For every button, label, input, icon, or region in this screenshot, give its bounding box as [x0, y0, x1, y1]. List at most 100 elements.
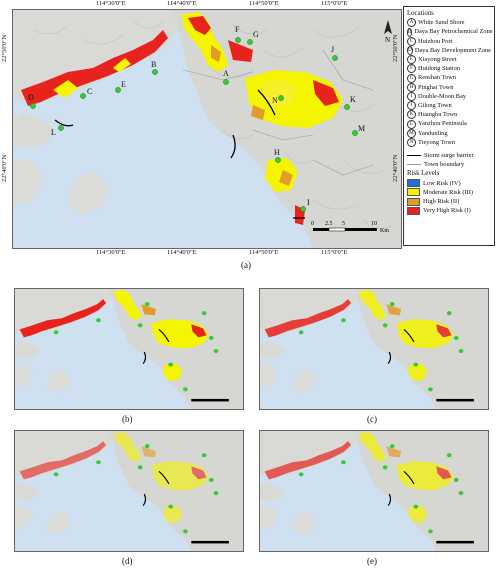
bottom-tick-2: 114°40'0"E	[167, 249, 197, 256]
bottom-tick-3: 114°50'0"E	[249, 249, 279, 256]
legend-risk-item: Very High Risk (I)	[407, 206, 491, 215]
point-label-j: J	[331, 45, 334, 54]
location-name: Yandunling	[418, 129, 448, 137]
location-dot-c	[80, 93, 86, 99]
location-dot-k	[344, 104, 350, 110]
point-label-d: D	[28, 93, 34, 102]
bottom-tick-1: 114°30'0"E	[96, 249, 126, 256]
location-name: Xiayong Street	[418, 56, 457, 64]
top-tick-3: 114°50'0"E	[249, 0, 279, 7]
legend-risks: Low Risk (IV) Moderate Risk (III) High Ris…	[407, 179, 491, 216]
small-map-caption: (d)	[122, 556, 133, 566]
small-map	[14, 430, 244, 552]
risk-name: Very High Risk (I)	[423, 207, 471, 215]
location-code-badge: H	[407, 82, 416, 92]
point-label-e: E	[121, 80, 126, 89]
location-code-badge: A	[407, 18, 416, 28]
line-name: Storm surge barrier	[424, 152, 474, 160]
legend-location-item: E Xiayong Street	[407, 55, 491, 65]
point-label-b: B	[151, 60, 156, 69]
location-dot-h	[275, 157, 281, 163]
legend-location-item: I Double-Moon Bay	[407, 91, 491, 101]
svg-text:N: N	[385, 36, 390, 44]
left-tick-2: 22°40'0"N	[1, 154, 8, 182]
point-label-n: N	[272, 96, 278, 105]
point-label-h: H	[274, 148, 280, 157]
risk-swatch	[407, 197, 420, 206]
location-name: Huangbu Town	[418, 111, 458, 119]
location-name: Pinghai Town	[418, 83, 454, 91]
small-map-caption: (b)	[122, 414, 133, 424]
point-label-f: F	[235, 25, 240, 34]
location-name: Huidong Station	[418, 65, 461, 73]
location-code-badge: E	[407, 55, 416, 65]
location-dot-a	[223, 79, 229, 85]
point-label-l: L	[51, 128, 56, 137]
small-map-caption: (e)	[367, 556, 377, 566]
legend-line-item: Storm surge barrier	[407, 151, 491, 160]
line-swatch	[407, 164, 421, 166]
legend-location-item: H Pinghai Town	[407, 82, 491, 92]
legend-lines: Storm surge barrier Town boundary	[407, 151, 491, 169]
line-name: Town boundary	[424, 161, 465, 169]
risk-name: Low Risk (IV)	[423, 179, 461, 187]
right-tick-1: 22°50'0"N	[392, 34, 399, 62]
risk-swatch	[407, 179, 420, 188]
legend-location-item: A White Sand Shore	[407, 18, 491, 28]
location-dot-f	[235, 37, 241, 43]
legend-location-item: N Tieyong Town	[407, 137, 491, 147]
legend-risk-item: Moderate Risk (III)	[407, 188, 491, 197]
legend-location-item: F Huidong Station	[407, 64, 491, 74]
location-code-badge: B	[407, 27, 413, 37]
legend-location-item: B Daya Bay Petrochemical Zone	[407, 27, 493, 37]
legend-risk-title: Risk Levels	[407, 170, 440, 178]
point-label-c: C	[87, 87, 92, 96]
legend: Locations A White Sand Shore B Daya Bay Pet…	[403, 6, 495, 246]
top-tick-4: 115°0'0"E	[321, 0, 348, 7]
legend-risk-item: High Risk (II)	[407, 197, 491, 206]
legend-location-item: D Daya Bay Development Zone	[407, 45, 491, 55]
location-code-badge: F	[407, 64, 416, 74]
point-label-m: M	[358, 124, 365, 133]
location-code-badge: L	[407, 119, 416, 129]
svg-text:Km: Km	[380, 228, 389, 234]
location-code-badge: D	[407, 45, 413, 55]
location-dot-j	[332, 55, 338, 61]
bottom-tick-4: 115°0'0"E	[321, 249, 348, 256]
legend-line-item: Town boundary	[407, 160, 491, 169]
location-name: Tieyong Town	[418, 138, 456, 146]
point-label-a: A	[223, 69, 229, 78]
location-dot-m	[352, 130, 358, 136]
right-tick-2: 22°40'0"N	[392, 154, 399, 182]
risk-name: Moderate Risk (III)	[423, 188, 474, 196]
caption-a: (a)	[241, 260, 251, 270]
point-label-i: I	[307, 198, 310, 207]
location-dot-l	[58, 125, 64, 131]
legend-locations: A White Sand Shore B Daya Bay Petrochemical…	[407, 18, 493, 147]
location-name: Daya Bay Petrochemical Zone	[414, 28, 493, 36]
location-dot-n	[278, 95, 284, 101]
location-dot-d	[30, 103, 36, 109]
location-name: Gilong Town	[418, 102, 452, 110]
left-tick-1: 22°50'0"N	[1, 34, 8, 62]
small-map	[14, 288, 244, 410]
location-dot-b	[152, 69, 158, 75]
legend-location-item: G Renshan Town	[407, 73, 491, 83]
location-code-badge: K	[407, 110, 416, 120]
legend-location-item: J Gilong Town	[407, 101, 491, 111]
location-dot-i	[300, 206, 306, 212]
point-label-g: G	[253, 30, 259, 39]
svg-text:10: 10	[371, 221, 377, 227]
location-code-badge: C	[407, 36, 416, 46]
location-name: Renshan Town	[418, 74, 456, 82]
risk-name: High Risk (II)	[423, 198, 460, 206]
small-map	[259, 288, 489, 410]
main-map: A B C D E F G H I J K L M N N	[12, 9, 402, 249]
line-swatch	[407, 155, 421, 157]
top-tick-2: 114°40'0"E	[167, 0, 197, 7]
location-code-badge: N	[407, 137, 416, 147]
point-label-k: K	[350, 95, 356, 104]
location-name: Huizhou Port	[418, 37, 453, 45]
location-name: Yanzhou Peninsula	[418, 120, 467, 128]
location-code-badge: I	[407, 91, 416, 101]
